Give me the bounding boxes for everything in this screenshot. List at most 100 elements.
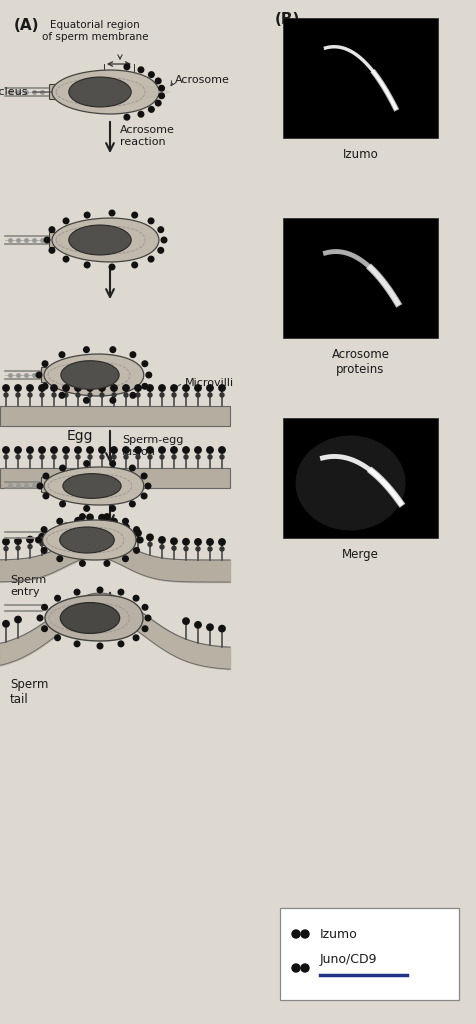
- Circle shape: [79, 560, 85, 566]
- Text: Acrosome
proteins: Acrosome proteins: [331, 348, 389, 376]
- Circle shape: [134, 526, 139, 532]
- Ellipse shape: [60, 527, 114, 553]
- Circle shape: [75, 385, 81, 391]
- Circle shape: [109, 210, 115, 216]
- Circle shape: [149, 106, 154, 113]
- Circle shape: [27, 537, 33, 543]
- Circle shape: [64, 531, 68, 536]
- Circle shape: [123, 518, 128, 524]
- Circle shape: [4, 455, 8, 459]
- Circle shape: [100, 455, 104, 459]
- Text: Sperm-egg
fusion: Sperm-egg fusion: [122, 435, 183, 457]
- Circle shape: [147, 385, 153, 391]
- Circle shape: [16, 393, 20, 397]
- Circle shape: [292, 964, 300, 972]
- Circle shape: [159, 93, 164, 98]
- Circle shape: [39, 534, 45, 540]
- Circle shape: [160, 455, 164, 459]
- Circle shape: [155, 100, 161, 105]
- Polygon shape: [52, 218, 159, 262]
- Text: Merge: Merge: [342, 548, 379, 561]
- Circle shape: [219, 539, 225, 545]
- Circle shape: [112, 526, 116, 530]
- Circle shape: [76, 393, 80, 397]
- Circle shape: [207, 539, 213, 545]
- Circle shape: [147, 446, 153, 454]
- Polygon shape: [44, 354, 144, 396]
- Circle shape: [135, 529, 141, 537]
- FancyBboxPatch shape: [280, 908, 459, 1000]
- Circle shape: [207, 385, 213, 391]
- Circle shape: [158, 227, 164, 232]
- Circle shape: [219, 385, 225, 391]
- Circle shape: [39, 446, 45, 454]
- Text: Nucleus: Nucleus: [0, 87, 28, 97]
- Circle shape: [104, 560, 109, 566]
- Bar: [0, 406, 230, 426]
- Circle shape: [159, 385, 165, 391]
- Circle shape: [219, 626, 225, 632]
- Circle shape: [40, 542, 44, 546]
- Circle shape: [195, 622, 201, 628]
- Ellipse shape: [69, 225, 131, 255]
- Circle shape: [88, 455, 92, 459]
- Circle shape: [145, 483, 151, 488]
- Circle shape: [28, 393, 32, 397]
- Circle shape: [63, 446, 69, 454]
- Circle shape: [148, 543, 152, 547]
- Polygon shape: [42, 520, 136, 560]
- Circle shape: [16, 546, 20, 550]
- Circle shape: [42, 383, 48, 389]
- Circle shape: [133, 595, 139, 601]
- Text: Sperm
entry: Sperm entry: [10, 575, 46, 597]
- Circle shape: [171, 385, 177, 391]
- Circle shape: [123, 446, 129, 454]
- Circle shape: [110, 461, 116, 466]
- Circle shape: [142, 626, 148, 632]
- Circle shape: [159, 446, 165, 454]
- Text: Egg: Egg: [67, 429, 93, 443]
- Circle shape: [135, 446, 141, 454]
- Circle shape: [88, 393, 92, 397]
- Text: (A): (A): [14, 18, 40, 33]
- Circle shape: [76, 455, 80, 459]
- Circle shape: [158, 248, 164, 253]
- Circle shape: [42, 626, 48, 632]
- Circle shape: [39, 385, 45, 391]
- Circle shape: [160, 393, 164, 397]
- Circle shape: [301, 930, 309, 938]
- Circle shape: [42, 604, 48, 610]
- Circle shape: [57, 518, 62, 524]
- Circle shape: [15, 616, 21, 623]
- Circle shape: [147, 535, 153, 541]
- Circle shape: [207, 446, 213, 454]
- Circle shape: [3, 385, 9, 391]
- Circle shape: [51, 529, 57, 536]
- Circle shape: [15, 446, 21, 454]
- FancyBboxPatch shape: [50, 232, 70, 248]
- Circle shape: [41, 526, 47, 532]
- Ellipse shape: [296, 435, 406, 530]
- Text: Sperm
tail: Sperm tail: [10, 678, 49, 706]
- Bar: [283, 18, 438, 138]
- Circle shape: [124, 393, 128, 397]
- Circle shape: [208, 393, 212, 397]
- Circle shape: [84, 397, 89, 403]
- Circle shape: [3, 446, 9, 454]
- Circle shape: [76, 525, 80, 529]
- Bar: [283, 218, 438, 338]
- Circle shape: [100, 393, 104, 397]
- Circle shape: [183, 446, 189, 454]
- Circle shape: [42, 360, 48, 367]
- Circle shape: [110, 347, 116, 352]
- Text: Izumo: Izumo: [343, 148, 378, 161]
- Circle shape: [184, 455, 188, 459]
- Circle shape: [195, 539, 201, 545]
- Circle shape: [60, 465, 65, 471]
- Circle shape: [159, 85, 164, 91]
- Circle shape: [195, 446, 201, 454]
- Circle shape: [292, 930, 300, 938]
- Circle shape: [123, 524, 129, 530]
- Circle shape: [59, 392, 65, 398]
- Polygon shape: [52, 70, 159, 114]
